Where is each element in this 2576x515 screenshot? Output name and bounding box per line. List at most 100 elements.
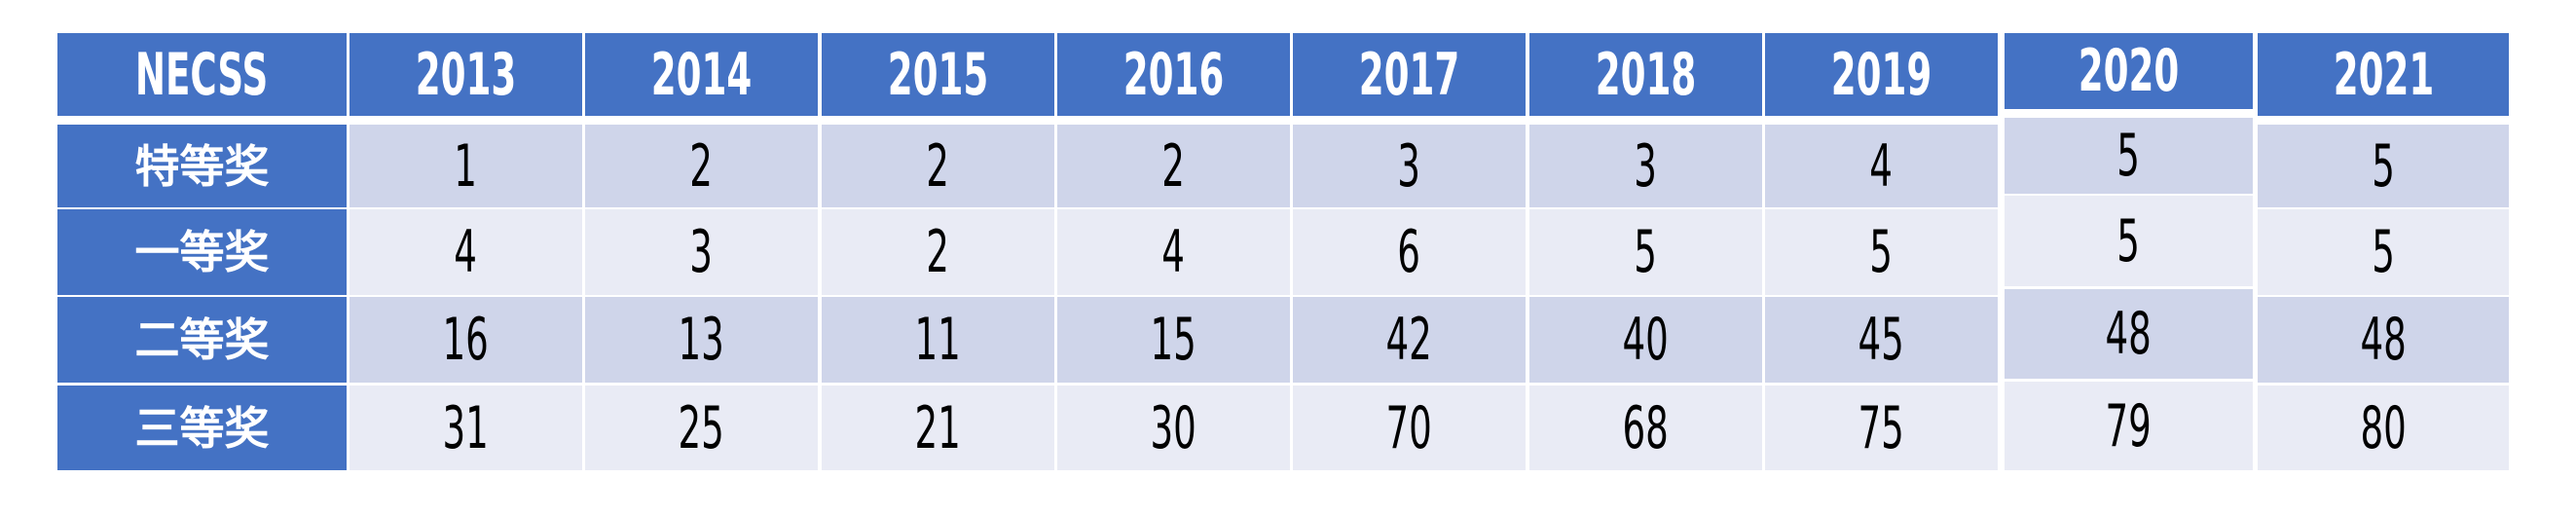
table-cell: 75 [1765, 386, 1998, 470]
table-cell-text: 2 [689, 131, 714, 201]
row-label: 一等奖 [57, 209, 347, 295]
table-cell-text: 45 [1858, 306, 1905, 374]
table-cell-text: 3 [1634, 131, 1658, 201]
corner-header-text: NECSS [135, 40, 269, 109]
year-header-text: 2014 [650, 40, 753, 109]
table-cell-text: 30 [1150, 393, 1197, 462]
table-cell-text: 15 [1150, 306, 1197, 374]
row-label: 二等奖 [57, 297, 347, 383]
table-cell-text: 48 [2105, 300, 2153, 368]
year-header: 2016 [1057, 33, 1290, 116]
table-cell-text: 16 [442, 306, 490, 374]
year-header-text: 2013 [415, 40, 517, 109]
table-cell-text: 5 [2116, 206, 2141, 276]
table-cell: 5 [2258, 125, 2509, 207]
table-cell-text: 6 [1397, 218, 1421, 286]
table-cell-text: 4 [1869, 131, 1894, 201]
table-cell-text: 42 [1385, 306, 1433, 374]
table-cell: 5 [2005, 196, 2253, 286]
table-cell: 15 [1057, 297, 1290, 383]
year-header: 2021 [2258, 33, 2509, 116]
table-cell-text: 48 [2360, 306, 2407, 374]
table-cell-text: 75 [1858, 393, 1905, 462]
table-cell: 25 [585, 386, 818, 470]
table-cell-text: 40 [1622, 306, 1670, 374]
table-cell-text: 79 [2105, 391, 2153, 460]
year-header-text: 2017 [1358, 40, 1460, 109]
year-header: 2018 [1529, 33, 1762, 116]
table-cell: 1 [350, 125, 582, 207]
table-cell: 4 [1057, 209, 1290, 295]
row-label: 三等奖 [57, 386, 347, 470]
table-cell-text: 5 [1869, 218, 1894, 286]
table-cell: 3 [1293, 125, 1526, 207]
year-header: 2017 [1293, 33, 1526, 116]
table-cell-text: 5 [2372, 131, 2395, 201]
row-label-text: 一等奖 [134, 226, 270, 278]
table-cell: 4 [350, 209, 582, 295]
table-cell: 42 [1293, 297, 1526, 383]
corner-header: NECSS [57, 33, 347, 116]
row-label-text: 特等奖 [134, 139, 270, 193]
table-cell-text: 3 [689, 218, 714, 286]
table-cell: 21 [822, 386, 1054, 470]
table-cell: 13 [585, 297, 818, 383]
table-cell: 2 [822, 125, 1054, 207]
table-cell-text: 68 [1622, 393, 1670, 462]
table-cell: 80 [2258, 386, 2509, 470]
table-cell-text: 70 [1385, 393, 1433, 462]
year-header-text: 2018 [1595, 40, 1697, 109]
table-cell-text: 25 [678, 393, 725, 462]
table-cell: 16 [350, 297, 582, 383]
table-cell-text: 2 [926, 131, 950, 201]
table-cell: 4 [1765, 125, 1998, 207]
table-cell-text: 80 [2360, 393, 2407, 462]
year-header-text: 2019 [1830, 40, 1932, 109]
table-cell-text: 13 [678, 306, 725, 374]
table-cell-text: 31 [442, 393, 490, 462]
table-cell-text: 5 [1634, 218, 1658, 286]
row-label: 特等奖 [57, 125, 347, 207]
table-cell-text: 5 [2372, 218, 2395, 286]
year-header-text: 2015 [887, 40, 989, 109]
year-header-text: 2021 [2333, 40, 2434, 109]
table-cell-text: 4 [1161, 218, 1186, 286]
table-cell: 40 [1529, 297, 1762, 383]
table-cell-text: 3 [1397, 131, 1421, 201]
table-cell: 5 [1529, 209, 1762, 295]
table-cell: 45 [1765, 297, 1998, 383]
table-cell: 5 [2258, 209, 2509, 295]
table-cell: 70 [1293, 386, 1526, 470]
table-cell: 79 [2005, 382, 2253, 470]
table-cell: 6 [1293, 209, 1526, 295]
table-cell: 5 [2005, 118, 2253, 194]
table-cell: 3 [585, 209, 818, 295]
table-cell: 2 [822, 209, 1054, 295]
table-cell-text: 11 [914, 306, 962, 374]
table-cell: 48 [2005, 289, 2253, 379]
year-header: 2015 [822, 33, 1054, 116]
year-header: 2019 [1765, 33, 1998, 116]
table-cell: 2 [1057, 125, 1290, 207]
table-cell: 48 [2258, 297, 2509, 383]
table-cell-text: 21 [914, 393, 962, 462]
row-label-text: 三等奖 [134, 401, 270, 455]
table-cell: 3 [1529, 125, 1762, 207]
row-label-text: 二等奖 [134, 313, 270, 366]
table-cell-text: 2 [1161, 131, 1186, 201]
table-cell-text: 5 [2116, 122, 2141, 190]
table-cell: 30 [1057, 386, 1290, 470]
table-cell-text: 4 [454, 218, 478, 286]
table-cell: 2 [585, 125, 818, 207]
table-cell: 5 [1765, 209, 1998, 295]
table-cell: 11 [822, 297, 1054, 383]
table-cell: 68 [1529, 386, 1762, 470]
table-cell: 31 [350, 386, 582, 470]
year-header-text: 2016 [1122, 40, 1225, 109]
year-header: 2014 [585, 33, 818, 116]
year-header-text: 2020 [2078, 37, 2180, 105]
year-header: 2013 [350, 33, 582, 116]
table-cell-text: 1 [454, 131, 478, 201]
year-header: 2020 [2005, 33, 2253, 109]
table-cell-text: 2 [926, 218, 950, 286]
